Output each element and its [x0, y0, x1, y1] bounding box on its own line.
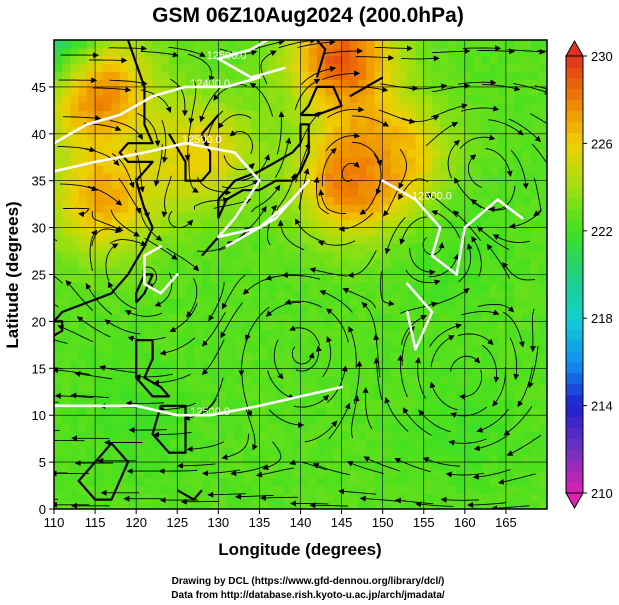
y-axis-label: Latitude (degrees) [3, 201, 22, 348]
colorbar-segment [566, 482, 583, 494]
colorbar-segment [566, 263, 583, 275]
colorbar-segment [566, 460, 583, 472]
colorbar-segment [566, 187, 583, 199]
colorbar-segment [566, 296, 583, 308]
plot-area: 12400.0 12500.0 12500.0 12500.0 12500.0 [53, 39, 548, 510]
contour-line [54, 76, 261, 145]
colorbar-segment [566, 198, 583, 210]
x-tick-label: 125 [166, 515, 188, 530]
colorbar-segment [566, 176, 583, 188]
colorbar-max-triangle [565, 39, 584, 57]
contour-line [381, 179, 524, 276]
colorbar-segment [566, 329, 583, 341]
colorbar-segment [566, 383, 583, 396]
colorbar-segment [566, 361, 583, 374]
x-tick-label: 135 [249, 515, 271, 530]
x-axis-label: Longitude (degrees) [218, 540, 381, 559]
x-tick-label: 145 [331, 515, 353, 530]
colorbar-tick-label: 230 [591, 49, 613, 64]
colorbar-segment [566, 449, 583, 461]
colorbar-segment [566, 77, 583, 90]
colorbar-segment [566, 438, 583, 450]
x-tick-label: 160 [454, 515, 476, 530]
colorbar-segment [566, 121, 583, 133]
colorbar-segment [566, 427, 583, 439]
colorbar-segment [566, 394, 583, 407]
contour-label: 12500.0 [190, 406, 230, 418]
x-tick-label: 110 [44, 515, 65, 530]
colorbar-segment [566, 307, 583, 319]
contour-line [54, 385, 343, 417]
colorbar-segment [566, 274, 583, 286]
colorbar-segment [566, 110, 583, 123]
colorbar-tick-label: 214 [591, 399, 613, 414]
x-tick-label: 115 [85, 515, 106, 530]
contour-line [143, 245, 179, 295]
contour-label: 12500.0 [207, 50, 247, 62]
y-tick-label: 45 [32, 80, 46, 95]
x-tick-label: 130 [207, 515, 229, 530]
colorbar-tick-label: 226 [591, 136, 613, 151]
colorbar-frame [565, 55, 584, 494]
y-tick-label: 25 [32, 268, 46, 283]
grid-lines [54, 40, 547, 509]
colorbar-segment [566, 143, 583, 155]
contour-label: 12500.0 [182, 134, 222, 146]
x-tick-label: 155 [413, 515, 435, 530]
contour-line [54, 141, 310, 248]
colorbar-segment [566, 165, 583, 177]
colorbar-min-triangle [565, 492, 584, 510]
colorbar-segment [566, 318, 583, 330]
colorbar-segment [566, 285, 583, 297]
colorbar-tick-label: 222 [591, 224, 613, 239]
credit-data: Data from http://database.rish.kyoto-u.a… [171, 590, 445, 601]
x-tick-label: 140 [290, 515, 312, 530]
contour-line [217, 40, 286, 79]
colorbar-segment [566, 56, 583, 68]
temperature-field [54, 40, 547, 509]
colorbar-tick-label: 210 [591, 486, 613, 501]
colorbar-segment [566, 350, 583, 363]
colorbar-segment [566, 66, 583, 79]
x-tick-label: 150 [372, 515, 394, 530]
colorbar-segment [566, 219, 583, 232]
colorbar-segment [566, 154, 583, 166]
chart-title: GSM 06Z10Aug2024 (200.0hPa) [152, 4, 464, 27]
credit-drawing: Drawing by DCL (https://www.gfd-dennou.o… [172, 576, 445, 587]
colorbar-segment [566, 208, 583, 221]
colorbar-tick-label: 218 [591, 311, 613, 326]
colorbar-segment [566, 372, 583, 385]
y-tick-label: 15 [32, 361, 46, 376]
y-tick-label: 20 [32, 314, 46, 329]
x-axis: 110 115 120 125 130 135 140 145 150 155 160 165 [44, 509, 517, 530]
y-tick-label: 35 [32, 174, 46, 189]
colorbar-segment [566, 241, 583, 254]
colorbar: 210 214 218 222 226 230 [565, 39, 613, 510]
contour-line [406, 282, 434, 351]
colorbar-segment [566, 88, 583, 101]
y-tick-label: 40 [32, 127, 46, 142]
colorbar-segment [566, 471, 583, 483]
y-tick-label: 10 [32, 408, 46, 423]
y-axis: 0 5 10 15 20 25 30 35 40 45 [32, 80, 54, 517]
colorbar-segment [566, 132, 583, 144]
colorbar-segment [566, 99, 583, 112]
y-tick-label: 30 [32, 221, 46, 236]
contour-label: 12400.0 [190, 78, 230, 90]
x-tick-label: 120 [125, 515, 147, 530]
colorbar-segment [566, 416, 583, 428]
height-contours: 12400.0 12500.0 12500.0 12500.0 12500.0 [54, 40, 524, 418]
colorbar-segment [566, 340, 583, 352]
colorbar-segment [566, 252, 583, 265]
y-tick-label: 5 [39, 455, 46, 470]
y-tick-label: 0 [39, 502, 46, 517]
contour-label: 12500.0 [412, 191, 452, 203]
colorbar-segment [566, 230, 583, 243]
x-tick-label: 165 [495, 515, 517, 530]
colorbar-segment [566, 405, 583, 418]
